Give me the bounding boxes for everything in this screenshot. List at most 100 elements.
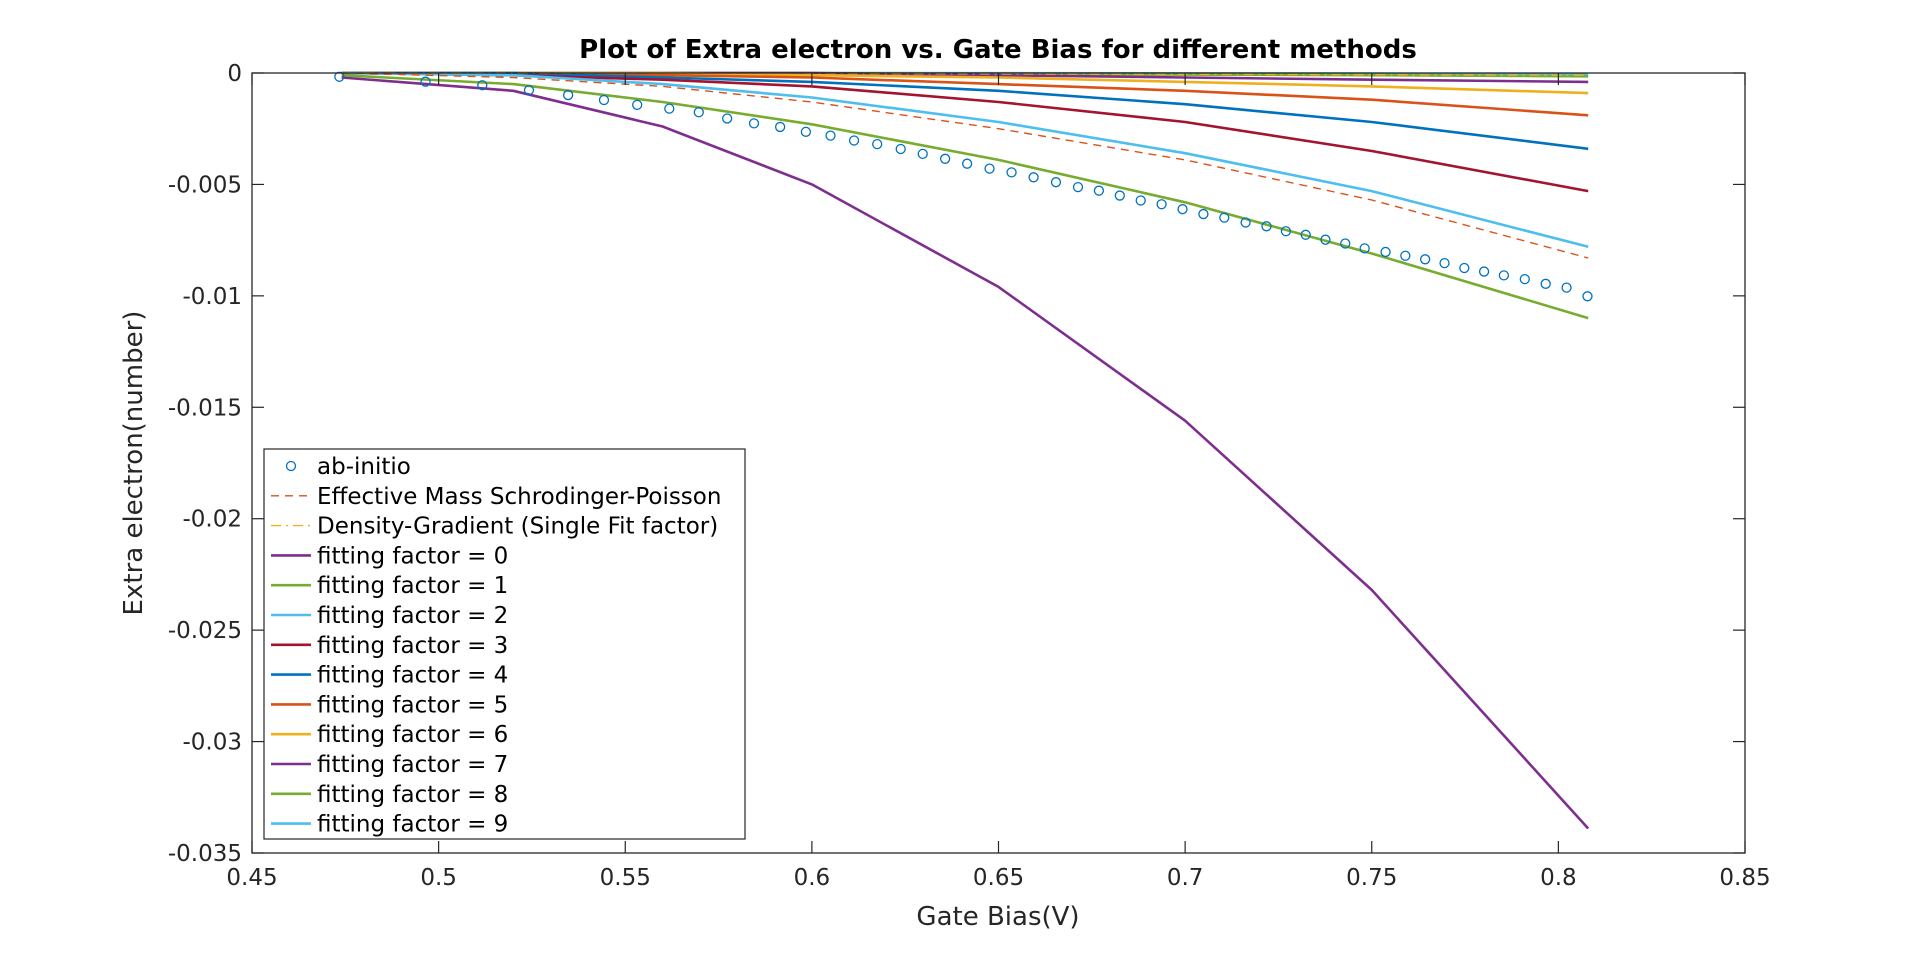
legend-item-fitting-factor-7: fitting factor = 7 [271,752,508,778]
legend-item-effective-mass-schrodinger-poisson: Effective Mass Schrodinger-Poisson [271,484,721,510]
data-point-ab-initio [800,126,812,137]
data-point-ab-initio [917,148,928,160]
data-point-ab-initio [1439,257,1450,269]
legend-label: fitting factor = 6 [317,722,508,748]
data-point-ab-initio [1177,204,1188,215]
legend-label: fitting factor = 9 [317,812,508,838]
data-point-ab-initio [632,99,643,111]
data-point-ab-initio [664,103,675,114]
series-line-fitting-factor-3 [341,71,1589,193]
data-point-ab-initio [1540,278,1551,289]
legend-marker [285,460,297,472]
series-line-density-gradient-single-fit-factor [341,72,1589,76]
data-point-ab-initio [1198,208,1209,220]
x-tick-label: 0.7 [1167,865,1204,891]
legend: ab-initio Effective Mass Schrodinger-Pois… [263,448,746,840]
series-line-fitting-factor-1 [341,73,1589,320]
data-point-ab-initio [774,121,786,133]
y-tick-label: -0.01 [182,284,242,310]
legend-label: fitting factor = 5 [317,692,508,718]
x-tick-label: 0.65 [973,865,1024,891]
data-point-ab-initio [895,143,906,155]
x-tick-label: 0.85 [1719,865,1770,891]
data-point-ab-initio [1340,238,1351,249]
data-point-ab-initio [1280,226,1292,237]
legend-item-ab-initio: ab-initio [285,454,411,480]
chart-title: Plot of Extra electron vs. Gate Bias for… [579,35,1417,65]
legend-item-fitting-factor-3: fitting factor = 3 [271,633,508,659]
x-tick-label: 0.55 [600,865,651,891]
y-tick-label: -0.03 [182,730,242,756]
series-line-fitting-factor-2 [341,71,1589,249]
data-point-ab-initio [748,118,760,129]
x-tick-label: 0.5 [420,865,457,891]
legend-item-fitting-factor-6: fitting factor = 6 [271,722,508,748]
legend-label: ab-initio [317,454,411,480]
data-point-ab-initio [872,138,883,150]
legend-item-density-gradient-single-fit-factor: Density-Gradient (Single Fit factor) [271,514,718,540]
legend-item-fitting-factor-4: fitting factor = 4 [271,663,508,689]
data-point-ab-initio [939,153,951,164]
data-point-ab-initio [477,80,488,91]
data-point-ab-initio [1156,199,1167,210]
y-tick-label: -0.025 [168,618,242,644]
legend-label: Density-Gradient (Single Fit factor) [317,514,718,540]
legend-item-fitting-factor-5: fitting factor = 5 [271,692,508,718]
x-tick-label: 0.75 [1346,865,1397,891]
legend-label: Effective Mass Schrodinger-Poisson [317,484,721,510]
data-point-ab-initio [1498,270,1510,281]
data-point-ab-initio [1359,243,1370,254]
data-point-ab-initio [1219,212,1230,223]
legend-label: fitting factor = 7 [317,752,508,778]
series-line-fitting-factor-0 [341,76,1590,830]
data-point-ab-initio [1582,291,1593,302]
data-point-ab-initio [523,85,535,96]
legend-item-fitting-factor-2: fitting factor = 2 [271,603,508,629]
data-point-ab-initio [1459,262,1470,274]
data-point-ab-initio [984,163,995,174]
data-point-ab-initio [334,71,345,82]
y-axis-label: Extra electron(number) [119,311,149,616]
data-point-ab-initio [1419,254,1431,265]
data-point-ab-initio [1135,195,1146,206]
legend-label: fitting factor = 8 [317,782,508,808]
data-point-ab-initio [1093,185,1105,196]
data-point-ab-initio [1028,172,1039,183]
data-point-ab-initio [1478,266,1490,277]
x-tick-label: 0.45 [226,865,277,891]
series-line-fitting-factor-4 [341,71,1589,151]
y-tick-label: -0.035 [168,841,242,867]
legend-label: fitting factor = 4 [317,663,508,689]
data-point-ab-initio [1114,190,1125,201]
data-point-ab-initio [1561,282,1572,293]
legend-label: fitting factor = 0 [317,543,508,569]
data-point-ab-initio [1519,273,1530,285]
data-point-ab-initio [1050,177,1062,188]
data-point-ab-initio [1380,246,1391,258]
legend-label: fitting factor = 3 [317,633,508,659]
x-tick-label: 0.8 [1540,865,1577,891]
data-point-ab-initio [848,135,860,146]
data-point-ab-initio [1006,167,1017,178]
data-point-ab-initio [1261,221,1272,232]
y-tick-label: -0.005 [168,172,242,198]
legend-item-fitting-factor-9: fitting factor = 9 [271,812,508,838]
legend-item-fitting-factor-1: fitting factor = 1 [271,573,508,599]
y-tick-label: -0.02 [182,507,242,533]
data-point-ab-initio [961,158,973,169]
legend-label: fitting factor = 2 [317,603,508,629]
y-tick-label: -0.015 [168,395,242,421]
series-line-effective-mass-schrodinger-poisson [341,72,1589,259]
data-point-ab-initio [1320,234,1331,245]
data-point-ab-initio [562,89,574,101]
data-point-ab-initio [693,107,704,118]
data-point-ab-initio [825,130,836,141]
legend-box [263,448,746,840]
y-tick-label: 0 [227,61,242,87]
legend-item-fitting-factor-0: fitting factor = 0 [271,543,508,569]
legend-label: fitting factor = 1 [317,573,508,599]
data-point-ab-initio [598,94,610,106]
data-point-ab-initio [420,76,431,87]
x-axis-label: Gate Bias(V) [916,902,1079,932]
